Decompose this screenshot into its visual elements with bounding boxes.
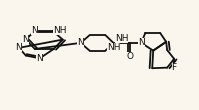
Text: N: N [36, 54, 43, 63]
Text: N: N [31, 26, 38, 35]
Text: N: N [22, 35, 29, 44]
Text: N: N [77, 38, 84, 47]
Text: N: N [31, 26, 38, 35]
Text: N: N [138, 38, 145, 47]
Text: N: N [22, 35, 29, 44]
Text: NH: NH [115, 34, 128, 43]
Text: NH: NH [107, 43, 120, 52]
Text: N: N [16, 43, 22, 52]
Text: NH: NH [53, 26, 66, 35]
Text: O: O [127, 52, 134, 61]
Text: F: F [172, 63, 177, 72]
